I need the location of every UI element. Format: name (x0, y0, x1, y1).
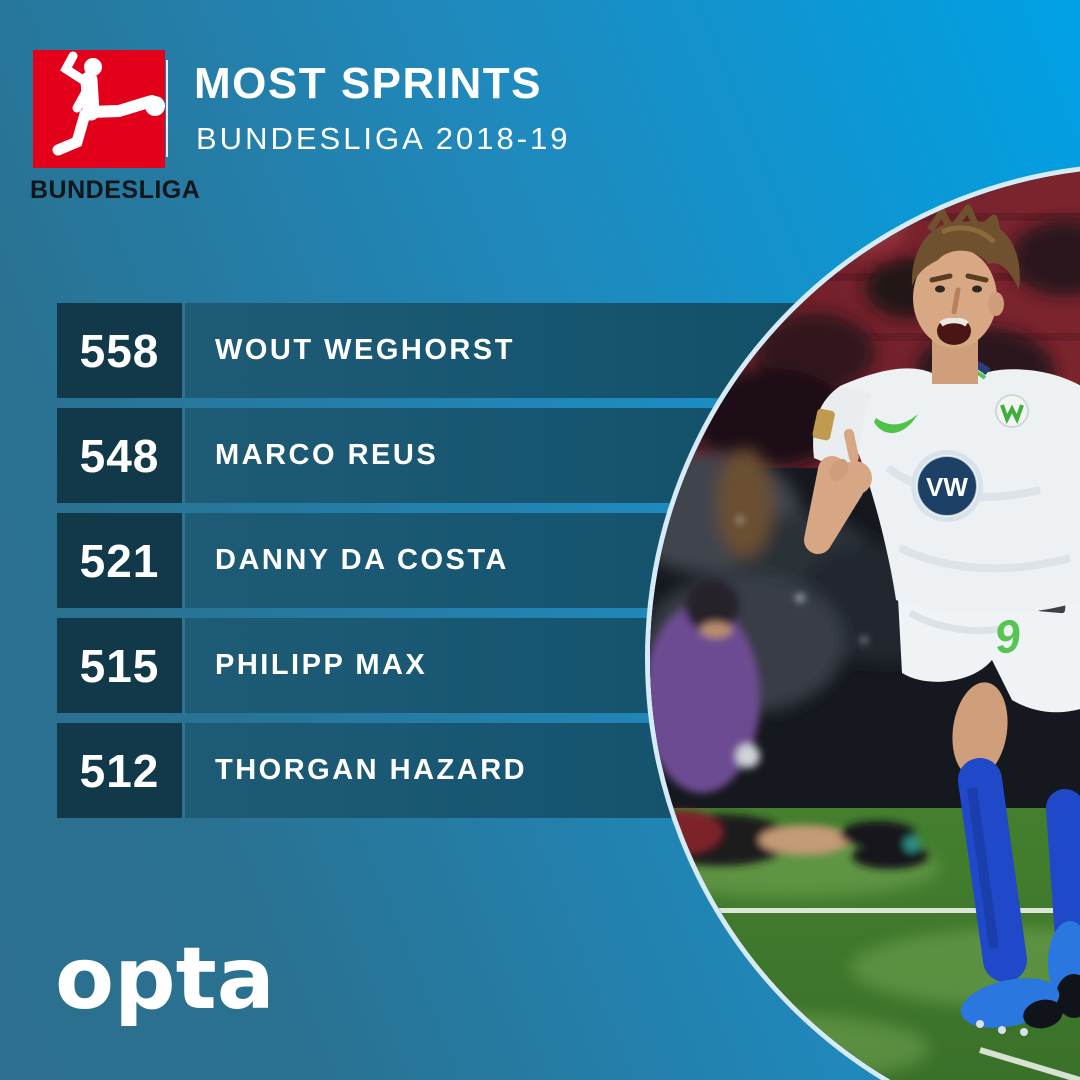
player-photo-circle: 9 (645, 163, 1080, 1080)
vw-logo-icon: VW (911, 450, 983, 522)
header-divider (166, 60, 168, 157)
nike-swoosh-icon (874, 414, 918, 434)
player-photo-illustration: 9 (650, 168, 1080, 1080)
celebrating-player: 9 (804, 204, 1080, 1036)
pitch-line-diagonal (979, 1047, 1080, 1080)
vw-letters: VW (926, 472, 968, 502)
sprint-count: 512 (57, 723, 182, 818)
opta-logo: opta (55, 929, 275, 1029)
sprint-count: 521 (57, 513, 182, 608)
ball-icon (145, 96, 165, 116)
kicking-player-silhouette-icon (52, 51, 165, 156)
goalkeeper (650, 579, 760, 793)
table-row: 558 WOUT WEGHORST (57, 303, 802, 398)
sprint-count: 558 (57, 303, 182, 398)
bundesliga-logo (33, 50, 165, 168)
player-name: WOUT WEGHORST (182, 303, 802, 398)
sleeve-patch (812, 408, 835, 441)
pointing-finger (843, 428, 859, 463)
pitch-line (650, 908, 1080, 913)
page-subtitle: BUNDESLIGA 2018-19 (196, 121, 571, 156)
page-title: MOST SPRINTS (194, 59, 543, 108)
wolfsburg-wolf-badge-icon (995, 394, 1029, 428)
sprint-count: 548 (57, 408, 182, 503)
sprint-count: 515 (57, 618, 182, 713)
league-wordmark: BUNDESLIGA (30, 176, 201, 204)
